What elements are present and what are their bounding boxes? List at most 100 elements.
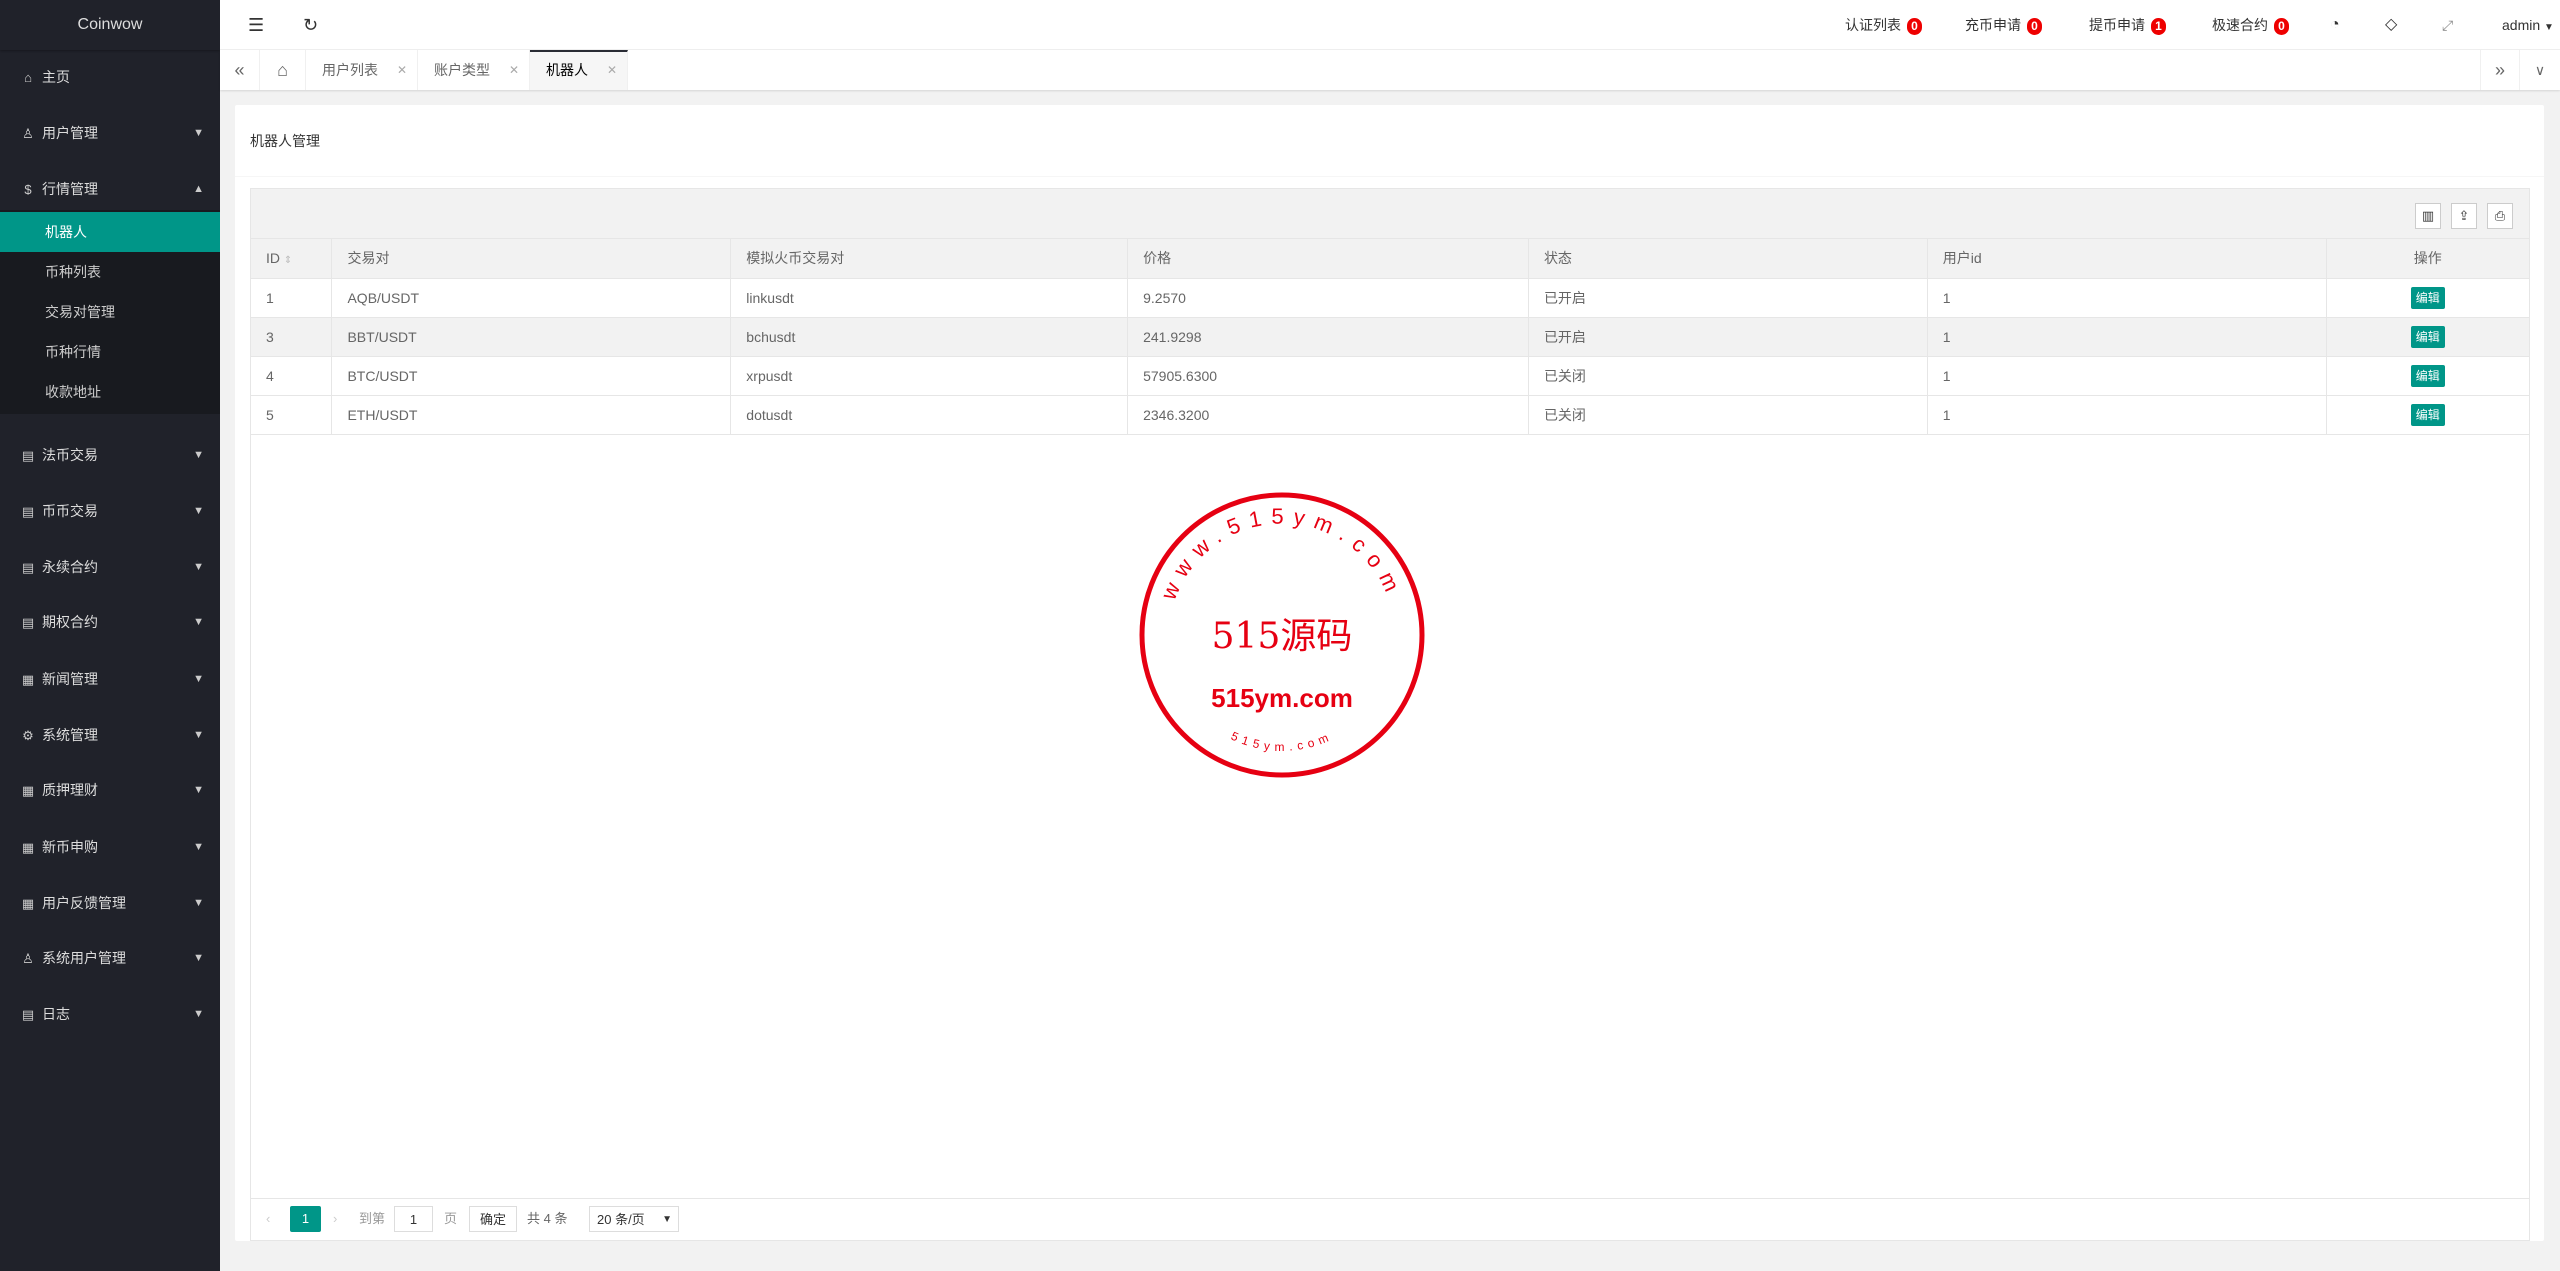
edit-button[interactable]: 编辑: [2410, 286, 2445, 309]
total-count: 共 4 条: [527, 1211, 568, 1226]
doc-icon: ▤: [21, 504, 35, 519]
caret-down-icon: ▼: [193, 449, 204, 461]
doc-icon: ▤: [21, 448, 35, 463]
edit-button[interactable]: 编辑: [2410, 364, 2445, 387]
cell-uid: 1: [1927, 395, 2327, 435]
sidebar-item[interactable]: ▦ 质押理财 ▼: [0, 770, 220, 810]
sidebar-item[interactable]: ▦ 新闻管理 ▼: [0, 659, 220, 699]
column-header: 状态: [1528, 239, 1928, 279]
cell-pair: AQB/USDT: [331, 278, 732, 318]
content-card: 机器人管理 ▥ ⇪ ⎙ ID ⇕ 交易对 模拟火币交易对 价格 状态 用户id 操作 1 AQ…: [235, 105, 2544, 1241]
scroll-left-icon[interactable]: «: [220, 50, 260, 90]
column-header: 价格: [1127, 239, 1529, 279]
sidebar-item[interactable]: ♙ 用户管理 ▼: [0, 113, 220, 153]
tab-menu-chevron-down-icon[interactable]: ∨: [2534, 62, 2546, 78]
sidebar-item[interactable]: ▤ 法币交易 ▼: [0, 435, 220, 475]
header-link[interactable]: 极速合约 0: [2212, 0, 2289, 50]
submenu-item[interactable]: 币种行情: [45, 344, 101, 360]
doc-icon: ▤: [21, 560, 35, 575]
sidebar-item[interactable]: ♙ 系统用户管理 ▼: [0, 938, 220, 978]
sidebar-item[interactable]: ▤ 日志 ▼: [0, 994, 220, 1034]
submenu-item[interactable]: 交易对管理: [45, 304, 115, 320]
doc-icon: ▤: [21, 615, 35, 630]
cell-sim: linkusdt: [730, 278, 1129, 318]
print-icon[interactable]: ⎙: [2487, 203, 2513, 229]
cell-action: 编辑: [2326, 278, 2529, 318]
user-menu[interactable]: admin ▼: [2502, 17, 2554, 33]
prev-page-icon[interactable]: ‹: [266, 1211, 271, 1226]
caret-down-icon: ▼: [193, 673, 204, 685]
close-icon[interactable]: ✕: [508, 63, 519, 77]
submenu-item[interactable]: 机器人: [0, 212, 220, 252]
sort-icon[interactable]: ⇕: [283, 255, 293, 267]
cell-price: 2346.3200: [1127, 395, 1529, 435]
edit-button[interactable]: 编辑: [2410, 403, 2445, 426]
caret-down-icon: ▼: [193, 127, 204, 139]
sidebar-item[interactable]: ▤ 期权合约 ▼: [0, 602, 220, 642]
header-link[interactable]: 充币申请 0: [1965, 0, 2042, 50]
chevron-down-icon: ▼: [662, 1214, 672, 1225]
column-header[interactable]: ID ⇕: [251, 239, 333, 279]
count-badge: 0: [2027, 18, 2042, 35]
tab[interactable]: 用户列表 ✕: [306, 50, 418, 90]
export-icon[interactable]: ⇪: [2451, 203, 2477, 229]
next-page-icon[interactable]: ›: [333, 1211, 338, 1226]
goto-label: 到第: [359, 1211, 386, 1226]
pagination: ‹ 1 › 到第 1 页 确定 共 4 条 20 条/页 ▼: [251, 1198, 2529, 1240]
sidebar-item[interactable]: ⌂ 主页: [0, 57, 220, 97]
confirm-button[interactable]: 确定: [469, 1206, 518, 1232]
sidebar-item[interactable]: ▦ 用户反馈管理 ▼: [0, 883, 220, 923]
cell-status: 已关闭: [1528, 395, 1928, 435]
news-icon: ▦: [21, 840, 35, 855]
cell-status: 已开启: [1528, 317, 1928, 357]
fullscreen-icon[interactable]: ⤢: [2442, 17, 2454, 33]
goto-page-input[interactable]: 1: [394, 1206, 433, 1232]
cell-id: 5: [251, 395, 333, 435]
user-icon: ♙: [22, 951, 34, 966]
scroll-right-icon[interactable]: »: [2480, 50, 2520, 90]
column-header: 操作: [2326, 239, 2529, 279]
tab[interactable]: 机器人 ✕: [530, 50, 628, 90]
news-icon: ▦: [21, 783, 35, 798]
table-row: 1 AQB/USDT linkusdt 9.2570 已开启 1 编辑: [251, 278, 2529, 318]
header-link[interactable]: 提币申请 1: [2089, 0, 2166, 50]
columns-filter-icon[interactable]: ▥: [2415, 203, 2441, 229]
tag-icon[interactable]: ◇: [2385, 16, 2398, 33]
svg-text:www.515ym.com: www.515ym.com: [1155, 504, 1408, 605]
submenu-item[interactable]: 币种列表: [45, 264, 101, 280]
app-logo: Coinwow: [0, 0, 220, 50]
header-link[interactable]: 认证列表 0: [1845, 0, 1922, 50]
page-size-select[interactable]: 20 条/页 ▼: [589, 1206, 679, 1232]
tab[interactable]: 账户类型 ✕: [418, 50, 530, 90]
table-row: 4 BTC/USDT xrpusdt 57905.6300 已关闭 1 编辑: [251, 356, 2529, 396]
close-icon[interactable]: ✕: [606, 63, 617, 77]
data-table: ▥ ⇪ ⎙ ID ⇕ 交易对 模拟火币交易对 价格 状态 用户id 操作 1 AQB/USDT…: [250, 188, 2530, 1241]
cell-id: 3: [251, 317, 333, 357]
cell-sim: bchusdt: [730, 317, 1129, 357]
theme-icon[interactable]: ◔: [2330, 16, 2340, 33]
cell-uid: 1: [1927, 317, 2327, 357]
page-1-button[interactable]: 1: [290, 1206, 321, 1232]
edit-button[interactable]: 编辑: [2410, 325, 2445, 348]
count-badge: 1: [2151, 18, 2166, 35]
refresh-icon[interactable]: ↻: [303, 15, 319, 35]
svg-text:515ym.com: 515ym.com: [1229, 729, 1335, 754]
watermark-stamp: www.515ym.com 515源码 515ym.com 515ym.com: [1139, 492, 1425, 778]
collapse-menu-icon[interactable]: ☰: [248, 15, 265, 35]
cell-status: 已开启: [1528, 278, 1928, 318]
sidebar-item[interactable]: ▤ 永续合约 ▼: [0, 547, 220, 587]
home-tab-icon[interactable]: ⌂: [260, 50, 306, 90]
sidebar: Coinwow ⌂ 主页 ♙ 用户管理 ▼ $ 行情管理 ▲ ▤ 法币交易 ▼ ▤ 币币交易 ▼ ▤ 永续合约…: [0, 0, 220, 1271]
caret-down-icon: ▼: [193, 897, 204, 909]
close-icon[interactable]: ✕: [396, 63, 407, 77]
sidebar-item[interactable]: ▦ 新币申购 ▼: [0, 827, 220, 867]
doc-icon: ▤: [21, 1007, 35, 1022]
caret-down-icon: ▼: [193, 952, 204, 964]
sidebar-item[interactable]: ⚙ 系统管理 ▼: [0, 715, 220, 755]
home-icon: ⌂: [24, 70, 32, 85]
cell-action: 编辑: [2326, 317, 2529, 357]
sidebar-item[interactable]: ▤ 币币交易 ▼: [0, 491, 220, 531]
submenu-item[interactable]: 收款地址: [45, 384, 101, 400]
sidebar-item[interactable]: $ 行情管理 ▲: [0, 169, 220, 209]
cell-price: 241.9298: [1127, 317, 1529, 357]
